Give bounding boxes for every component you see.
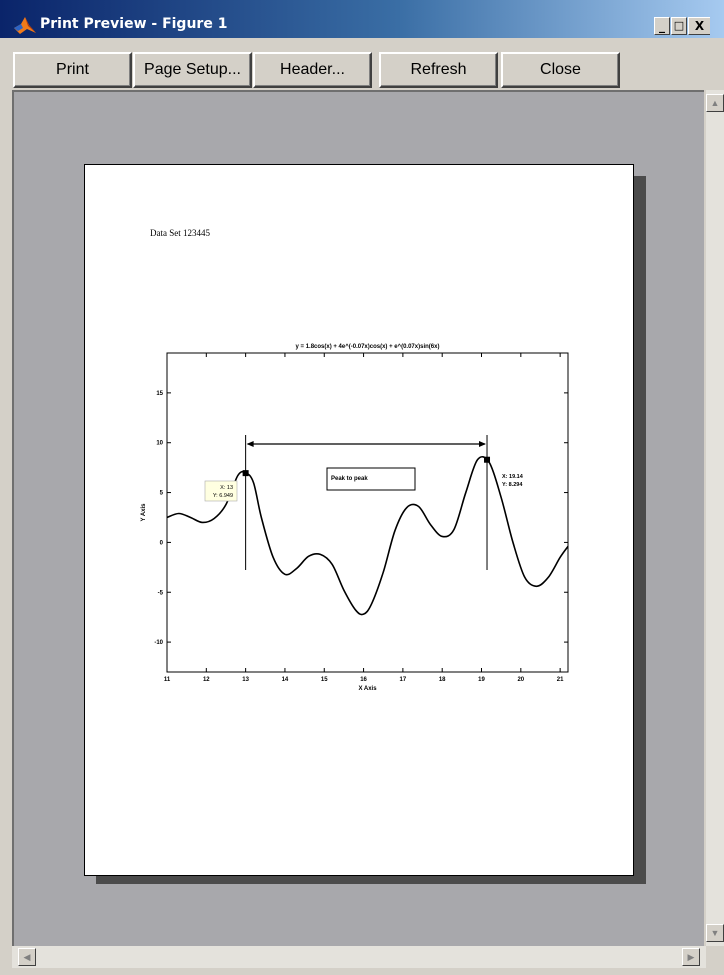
y-tick-label: -5 (158, 590, 164, 596)
datatip-right-text: X: 19.14 (502, 474, 524, 480)
scroll-left-arrow-icon[interactable]: ◀ (18, 948, 36, 966)
scrollbar-corner (706, 946, 724, 968)
y-axis-label: Y Axis (141, 503, 147, 522)
scroll-right-arrow-icon[interactable]: ▶ (682, 948, 700, 966)
y-tick-label: 0 (160, 540, 164, 546)
scroll-down-arrow-icon[interactable]: ▼ (706, 924, 724, 942)
annotation-textbox-text: Peak to peak (331, 476, 368, 482)
x-tick-label: 20 (517, 677, 524, 683)
x-tick-label: 19 (478, 677, 485, 683)
x-tick-label: 17 (400, 677, 407, 683)
y-tick-label: 10 (156, 441, 163, 447)
x-tick-label: 12 (203, 677, 210, 683)
datatip-left-text: Y: 6.949 (213, 493, 233, 499)
x-tick-label: 14 (282, 677, 289, 683)
y-tick-label: 15 (156, 391, 163, 397)
x-tick-label: 21 (557, 677, 564, 683)
x-tick-label: 13 (242, 677, 249, 683)
datatip-right-text: Y: 8.294 (502, 482, 523, 488)
x-tick-label: 11 (164, 677, 171, 683)
datatip-marker-right (484, 457, 490, 463)
y-tick-label: -10 (154, 640, 163, 646)
chart-title: y = 1.8cos(x) + 4e^(-0.07x)cos(x) + e^(0… (296, 344, 440, 350)
datatip-left-text: X: 13 (220, 485, 233, 491)
vertical-scrollbar[interactable]: ▲ ▼ (706, 90, 724, 946)
scroll-up-arrow-icon[interactable]: ▲ (706, 94, 724, 112)
datatip-marker-left (243, 470, 249, 476)
x-tick-label: 15 (321, 677, 328, 683)
plot-area (167, 353, 568, 672)
y-tick-label: 5 (160, 491, 164, 497)
horizontal-scrollbar[interactable]: ◀ ▶ (12, 946, 706, 968)
x-tick-label: 18 (439, 677, 446, 683)
x-tick-label: 16 (360, 677, 367, 683)
x-axis-label: X Axis (358, 686, 377, 692)
